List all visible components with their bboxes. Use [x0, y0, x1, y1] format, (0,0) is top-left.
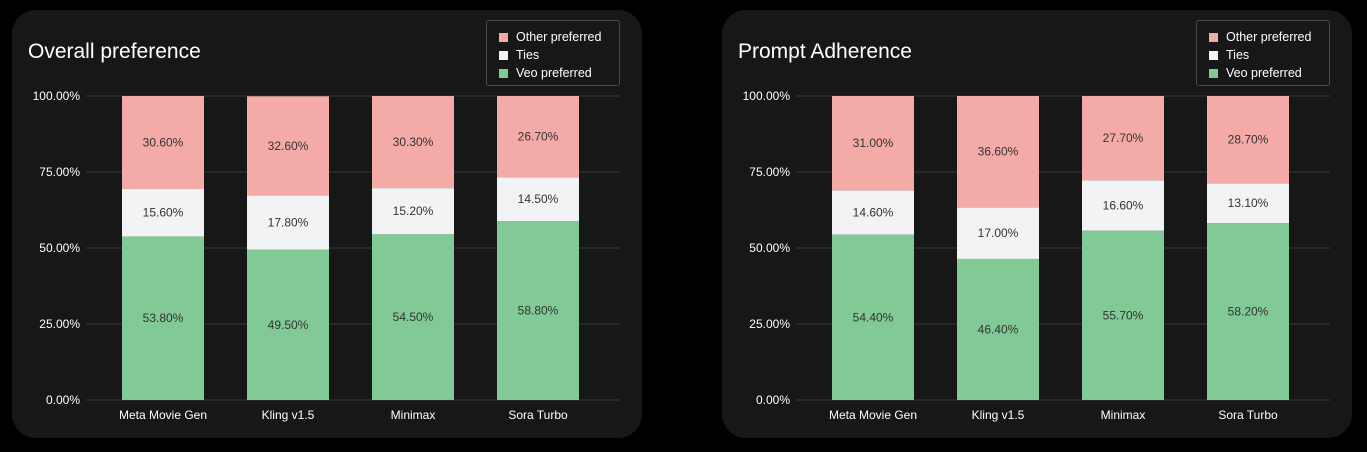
x-tick-label: Sora Turbo: [1218, 408, 1278, 422]
data-label: 13.10%: [1228, 196, 1269, 210]
y-tick-label: 75.00%: [749, 165, 790, 179]
data-label: 17.80%: [268, 215, 309, 229]
veo-preferred-bar-segment: [497, 221, 579, 400]
data-label: 14.60%: [853, 205, 894, 219]
x-tick-label: Minimax: [1101, 408, 1146, 422]
veo-preferred-bar-segment: [122, 236, 204, 400]
other-preferred-swatch: [1209, 32, 1218, 42]
legend-item-ties: Ties: [499, 47, 539, 63]
y-tick-label: 75.00%: [39, 165, 80, 179]
veo-preferred-bar-segment: [372, 234, 454, 400]
ties-bar-segment: [122, 189, 204, 237]
data-label: 36.60%: [978, 145, 1019, 159]
data-label: 31.00%: [853, 136, 894, 150]
ties-bar-segment: [372, 188, 454, 235]
other-preferred-bar-segment: [957, 96, 1039, 208]
chart-title: Prompt Adherence: [738, 40, 912, 63]
ties-swatch: [499, 50, 508, 60]
y-tick-label: 50.00%: [749, 241, 790, 255]
data-label: 28.70%: [1228, 133, 1269, 147]
data-label: 54.40%: [853, 310, 894, 324]
stacked-bar-plot: 0.00% 25.00% 50.00% 75.00% 100.00% 54.40% 14.6…: [743, 89, 1330, 422]
y-tick-label: 100.00%: [33, 89, 81, 103]
ties-bar-segment: [1207, 183, 1289, 224]
data-label: 16.60%: [1103, 198, 1144, 212]
other-preferred-bar-segment: [1207, 96, 1289, 184]
data-label: 53.80%: [143, 311, 184, 325]
legend-item-ties: Ties: [1209, 47, 1249, 63]
other-preferred-bar-segment: [1082, 96, 1164, 181]
legend-item-veo: Veo preferred: [1209, 65, 1302, 81]
x-tick-label: Sora Turbo: [508, 408, 568, 422]
y-tick-label: 100.00%: [743, 89, 791, 103]
legend-label: Veo preferred: [1226, 66, 1302, 80]
data-label: 14.50%: [518, 192, 559, 206]
ties-bar-segment: [1082, 180, 1164, 231]
ties-bar-segment: [832, 190, 914, 235]
data-label: 27.70%: [1103, 131, 1144, 145]
legend-label: Ties: [1226, 48, 1250, 62]
data-label: 55.70%: [1103, 308, 1144, 322]
other-preferred-bar-segment: [832, 96, 914, 191]
veo-preferred-bar-segment: [832, 234, 914, 400]
data-label: 15.20%: [393, 204, 434, 218]
x-tick-label: Meta Movie Gen: [119, 408, 207, 422]
data-label: 15.60%: [143, 206, 184, 220]
veo-preferred-swatch: [1209, 68, 1218, 78]
other-preferred-bar-segment: [247, 96, 329, 196]
legend-item-other: Other preferred: [1209, 29, 1311, 45]
data-label: 49.50%: [268, 318, 309, 332]
other-preferred-swatch: [499, 32, 508, 42]
x-tick-label: Kling v1.5: [262, 408, 315, 422]
x-tick-label: Meta Movie Gen: [829, 408, 917, 422]
veo-preferred-bar-segment: [1082, 230, 1164, 400]
data-label: 30.60%: [143, 136, 184, 150]
chart-legend: Other preferred Ties Veo preferred: [1196, 20, 1330, 86]
ties-bar-segment: [497, 177, 579, 222]
data-label: 17.00%: [978, 226, 1019, 240]
prompt-adherence-chart-panel: Prompt Adherence Other preferred Ties Ve…: [722, 10, 1352, 438]
other-preferred-bar-segment: [372, 96, 454, 189]
legend-label: Other preferred: [1226, 30, 1312, 44]
other-preferred-bar-segment: [497, 96, 579, 178]
data-label: 32.60%: [268, 139, 309, 153]
overall-preference-chart-panel: Overall preference Other preferred Ties …: [12, 10, 642, 438]
y-tick-label: 0.00%: [46, 393, 80, 407]
other-preferred-bar-segment: [122, 96, 204, 190]
veo-preferred-swatch: [499, 68, 508, 78]
data-label: 58.80%: [518, 304, 559, 318]
ties-bar-segment: [247, 195, 329, 250]
data-label: 26.70%: [518, 130, 559, 144]
legend-label: Other preferred: [516, 30, 602, 44]
legend-item-veo: Veo preferred: [499, 65, 592, 81]
y-tick-label: 25.00%: [39, 317, 80, 331]
stacked-bar-plot: 0.00% 25.00% 50.00% 75.00% 100.00% 53.80% 15.6…: [33, 89, 620, 422]
veo-preferred-bar-segment: [957, 258, 1039, 400]
legend-label: Veo preferred: [516, 66, 592, 80]
x-tick-label: Kling v1.5: [972, 408, 1025, 422]
data-label: 58.20%: [1228, 305, 1269, 319]
chart-title: Overall preference: [28, 40, 201, 63]
chart-legend: Other preferred Ties Veo preferred: [486, 20, 620, 86]
veo-preferred-bar-segment: [1207, 223, 1289, 400]
y-tick-label: 50.00%: [39, 241, 80, 255]
ties-swatch: [1209, 50, 1218, 60]
data-label: 54.50%: [393, 310, 434, 324]
legend-item-other: Other preferred: [499, 29, 601, 45]
data-label: 30.30%: [393, 135, 434, 149]
x-tick-label: Minimax: [391, 408, 436, 422]
legend-label: Ties: [516, 48, 540, 62]
veo-preferred-bar-segment: [247, 249, 329, 400]
data-label: 46.40%: [978, 322, 1019, 336]
y-tick-label: 25.00%: [749, 317, 790, 331]
y-tick-label: 0.00%: [756, 393, 790, 407]
ties-bar-segment: [957, 207, 1039, 259]
